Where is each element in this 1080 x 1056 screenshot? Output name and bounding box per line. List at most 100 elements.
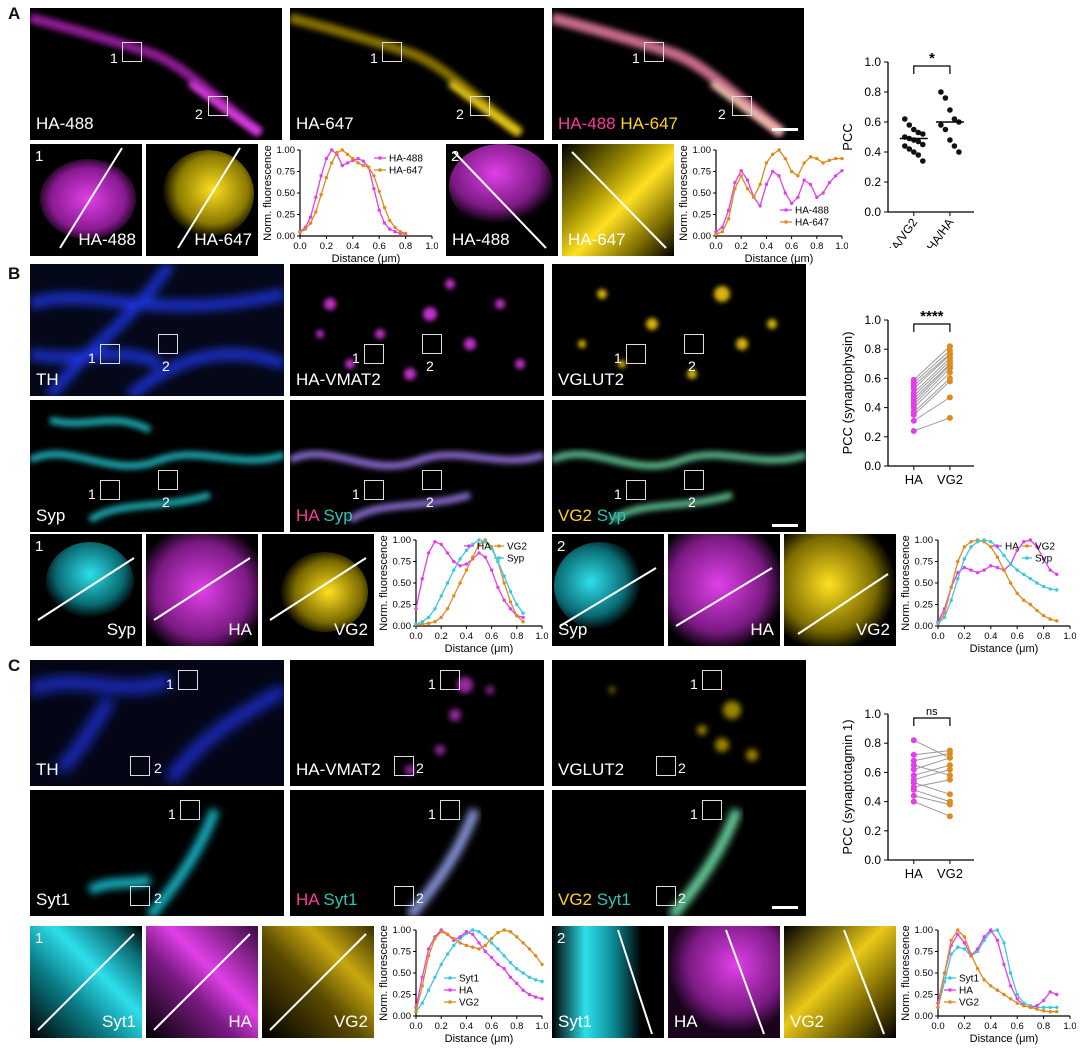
image-caption: HA-488 [36,114,94,133]
image-c-th: 1 2 TH [30,660,284,786]
data-point [477,930,481,934]
image-c-ha-syt1: 1 2 HA Syt1 [290,790,544,916]
y-tick-label: 0.75 [393,947,412,958]
image-caption: VGLUT2 [558,370,625,389]
legend-marker [948,976,952,980]
y-tick-label: 1.0 [864,55,881,69]
legend-label: VG2 [1035,542,1055,553]
data-point [1028,577,1033,581]
y-tick-label: 0.4 [864,795,881,809]
data-point [796,195,800,199]
data-point [508,930,513,934]
scatter-chart-a-pcc: 0.0 0.2 0.4 0.6 0.8 1.0 PCC HA/VG2 HA/HA * [840,50,974,248]
data-point [947,137,953,143]
data-point [783,191,787,195]
y-tick-label: 0.4 [864,401,881,415]
data-point [414,1010,418,1014]
y-tick-label: 0.6 [864,765,881,779]
zoom-caption: HA-488 [452,230,510,249]
pair-line [913,396,951,422]
data-point [445,932,450,936]
scale-bar [772,524,798,527]
data-point [483,949,487,954]
data-point [489,568,494,572]
data-point [910,766,917,773]
data-point [1041,998,1046,1003]
data-point [1002,962,1006,967]
x-tick-label: 0.2 [320,241,333,252]
y-tick-label: 0.25 [393,990,412,1001]
data-point [471,928,475,932]
data-point [445,607,450,611]
data-point [1008,581,1013,585]
data-point [946,365,953,372]
data-point [982,978,986,982]
legend-marker [1025,556,1029,560]
data-point [372,187,376,191]
series-line-ha [415,540,524,619]
y-tick-label: 1.00 [393,925,412,936]
y-tick-label: 0.0 [864,853,881,867]
data-point [464,562,469,566]
data-point [796,174,800,178]
x-tick-label: 0.6 [373,241,386,252]
x-axis-label: Distance (μm) [445,1033,514,1045]
data-point [951,116,958,122]
legend-marker [1025,544,1029,548]
data-point [508,600,513,604]
data-point [489,941,494,945]
data-point [483,935,487,939]
roi-box-2 [470,96,490,116]
legend-marker [448,976,452,980]
data-point [345,152,350,156]
data-point [426,947,431,951]
data-point [938,89,944,95]
pair-line [913,367,951,406]
data-point [308,221,313,225]
roi-box-1 [382,42,402,62]
data-point [995,555,1000,559]
data-point [1035,1007,1039,1011]
data-point [733,180,737,185]
data-point [946,414,953,421]
data-point [802,178,806,182]
data-point [508,589,513,594]
data-point [458,557,462,561]
x-tick-label: 1.0 [835,241,848,252]
data-point [356,156,360,161]
pair-line [913,345,951,381]
data-point [956,928,960,932]
image-c-ha-vmat2: 1 2 HA-VMAT2 [290,660,544,786]
y-tick-label: 0.6 [864,371,881,385]
data-point [361,163,366,168]
image-c-vglut2: 1 2 VGLUT2 [552,660,806,786]
data-point [515,967,519,971]
y-tick-label: 0.50 [393,578,412,589]
legend-label: VG2 [507,542,527,553]
data-point [508,607,513,611]
x-tick-label: 0.8 [1037,631,1050,642]
zoom-b1-ha: HA [146,534,258,646]
data-point [471,555,475,559]
data-point [758,182,762,187]
data-point [1002,568,1006,572]
x-tick-label: 0.8 [1037,1021,1050,1032]
data-point [1035,545,1039,549]
data-point [936,1005,940,1010]
x-tick-label: 0.2 [435,631,448,642]
data-point [1015,992,1019,997]
data-point [377,189,381,193]
data-point [496,962,500,967]
data-point [714,232,718,236]
x-tick-label: HA [905,866,923,881]
data-point [764,182,769,187]
data-point [989,564,993,568]
data-point [458,564,462,568]
data-point [483,943,487,948]
data-point [388,227,392,231]
x-tick-label: 0.2 [958,1021,971,1032]
data-point [452,594,456,598]
legend-label: Syp [507,554,525,565]
significance-bracket [913,65,951,74]
y-tick-label: 0.75 [277,167,296,178]
